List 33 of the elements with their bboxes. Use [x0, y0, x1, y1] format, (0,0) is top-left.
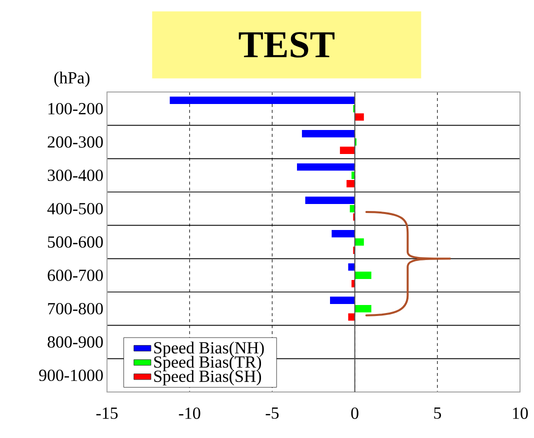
x-tick-label: 5	[434, 408, 441, 419]
y-tick-label: 200-300	[48, 136, 103, 148]
chart-title: TEST	[238, 32, 334, 58]
y-tick-label: 600-700	[48, 270, 103, 282]
x-tick-label: 0	[351, 408, 358, 419]
bar	[348, 313, 355, 321]
bar	[346, 180, 355, 188]
x-tick-label: -15	[96, 408, 118, 419]
bar	[305, 196, 355, 204]
y-tick-label: 400-500	[47, 202, 103, 214]
bar	[330, 296, 355, 304]
y-tick-label: 700-800	[48, 302, 103, 314]
legend-label: Speed Bias(NH)	[154, 342, 264, 357]
x-tick-label: 10	[513, 408, 528, 419]
bar	[348, 263, 355, 271]
bar	[296, 163, 355, 171]
y-tick-label: 900-1000	[39, 370, 103, 382]
x-tick-label: -10	[178, 408, 200, 419]
y-tick-label: 300-400	[48, 170, 103, 182]
y-axis-title: (hPa)	[54, 72, 90, 87]
bar	[170, 96, 355, 104]
legend-label: Speed Bias(TR)	[154, 356, 262, 372]
x-tick-label: -5	[266, 408, 279, 419]
bar	[332, 230, 355, 238]
bar	[340, 146, 355, 154]
y-tick-label: 800-900	[48, 336, 103, 348]
legend-label: Speed Bias(SH)	[154, 370, 262, 386]
bar	[354, 272, 372, 280]
bar	[350, 205, 355, 212]
y-tick-label: 500-600	[48, 236, 103, 248]
bar	[302, 130, 355, 138]
bar	[354, 305, 372, 312]
y-tick-label: 100-200	[48, 102, 103, 114]
